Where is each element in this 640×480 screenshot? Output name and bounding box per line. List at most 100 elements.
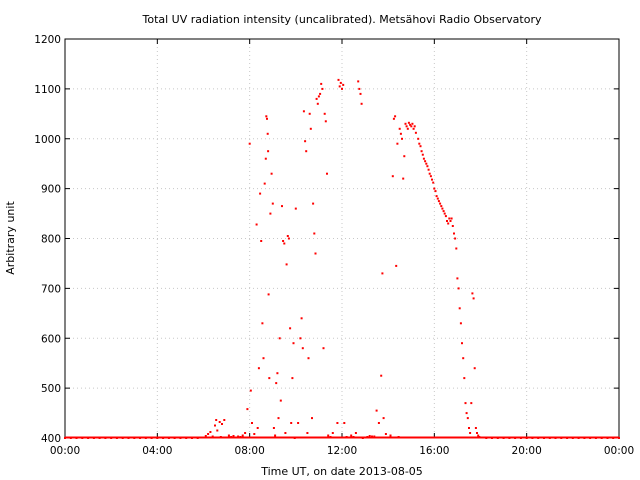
y-tick-label: 700 [41,283,61,295]
x-tick-label: 00:00 [50,445,80,457]
data-point [268,377,271,380]
data-point [571,437,574,439]
data-point [211,435,214,438]
data-point [221,423,223,425]
data-point [437,200,440,203]
data-point [306,432,309,434]
data-point [305,150,308,153]
data-point [260,240,263,242]
data-point [81,437,84,439]
data-point [75,437,78,439]
data-point [162,437,165,439]
data-point [230,436,233,438]
data-point [454,237,457,240]
data-point [202,436,205,439]
data-point [413,125,416,128]
data-point [427,168,430,171]
data-point [267,150,270,153]
data-point [589,437,592,439]
data-point [331,432,334,434]
data-point [418,142,421,145]
data-point [364,436,367,439]
data-point [297,422,300,424]
data-point [269,212,272,215]
data-point [290,422,293,424]
data-point [394,115,397,118]
data-point [543,437,545,439]
data-point [341,87,343,90]
data-point [407,121,410,124]
data-point [451,225,454,227]
data-point [315,97,318,100]
data-point [519,437,522,439]
data-point [409,123,412,126]
data-point [448,217,451,220]
data-point [327,434,330,437]
data-point [266,132,269,135]
y-tick-label: 1200 [34,34,61,46]
data-point [287,237,290,240]
data-point [434,190,437,193]
data-point [397,436,400,438]
data-point [104,437,107,439]
data-point [419,145,422,148]
data-point [554,437,557,439]
y-tick-label: 400 [41,433,61,445]
data-point [283,242,286,245]
data-point [253,433,256,435]
data-point [401,137,403,140]
data-point [259,192,262,195]
data-point [284,432,287,434]
data-point [424,160,427,163]
data-point [491,437,493,439]
data-point [127,437,130,439]
data-point [428,172,431,175]
data-point [272,427,275,429]
data-point [326,172,328,175]
data-point [215,419,218,421]
data-point [234,436,237,439]
data-point [433,187,436,190]
data-point [225,436,228,439]
data-point [69,437,72,439]
data-point [410,125,413,128]
data-point [476,432,478,434]
data-point [265,115,268,118]
data-point [121,437,124,439]
y-tick-label: 1000 [34,134,61,146]
data-point [324,120,327,123]
data-point [459,322,462,325]
x-tick-label: 00:00 [604,445,634,457]
data-point [420,150,423,153]
data-point [337,78,340,81]
data-point [440,205,443,208]
data-point [218,421,221,423]
data-point [227,434,230,437]
data-point [262,357,265,360]
axis-ticks: 00:00 04:00 08:00 12:00 16:00 20:00 00:0040050… [34,34,634,457]
data-point [150,437,153,439]
data-point [583,437,586,439]
data-point [339,81,342,84]
data-point [478,436,481,438]
data-point [144,437,147,439]
data-point [456,277,459,280]
data-point [514,437,517,439]
data-point [329,436,332,438]
data-point [436,197,439,200]
data-point [449,220,452,222]
data-point [64,437,66,439]
data-point [566,437,569,439]
data-point [196,437,199,439]
data-point [432,181,435,184]
grid-lines [65,39,619,438]
data-point [191,437,193,439]
data-point [398,127,401,130]
data-point [496,437,499,439]
data-point [307,357,310,360]
data-point [384,433,387,435]
data-point [251,422,253,424]
data-point [485,437,488,439]
data-point [405,125,408,128]
data-point [421,153,424,156]
